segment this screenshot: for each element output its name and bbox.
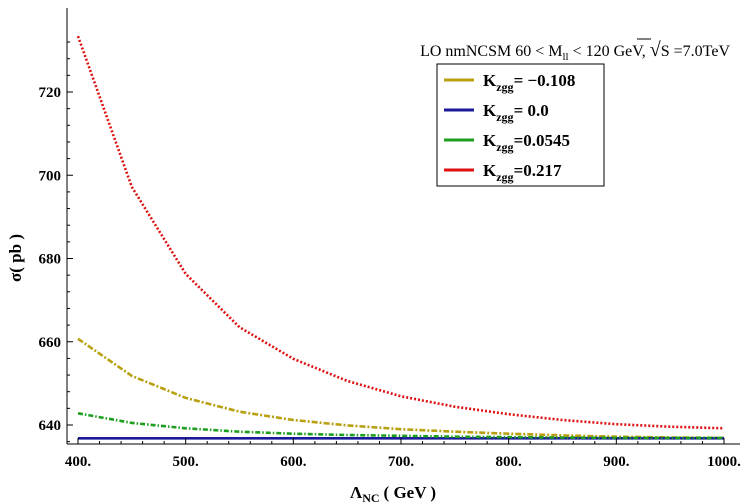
chart-annotation: LO nmNCSM 60 < Mll < 120 GeV, √S =7.0TeV	[420, 39, 730, 63]
y-tick-label: 660	[39, 335, 62, 351]
legend-label-base: K	[483, 131, 497, 150]
x-tick-label: 700.	[388, 454, 415, 470]
x-axis-title: ΛNC ( GeV )	[350, 483, 436, 504]
annotation-suffix: =7.0TeV	[670, 43, 731, 60]
legend-label-base: K	[483, 71, 497, 90]
legend-label-sub: zgg	[496, 80, 513, 94]
x-tick-label: 800.	[496, 454, 523, 470]
legend-label-0: Kzgg= −0.108	[483, 71, 575, 94]
legend-box	[436, 63, 605, 187]
y-axis-title: σ( pb )	[6, 234, 25, 282]
legend-label-sub: zgg	[496, 140, 513, 154]
ticks-layer: 400. 500. 600. 700. 800. 900. 1000. 640 660 680 70…	[39, 41, 741, 470]
x-tick-label: 400.	[65, 454, 92, 470]
annotation-prefix: LO nmNCSM 60 < M	[420, 43, 562, 60]
x-tick-label: 900.	[603, 454, 630, 470]
legend-label-base: K	[483, 101, 497, 120]
annotation-sub: ll	[562, 51, 568, 63]
annotation-radical: √	[650, 39, 661, 61]
legend-label-base: K	[483, 161, 497, 180]
legend-label-sub: zgg	[496, 110, 513, 124]
y-tick-label: 680	[39, 252, 62, 268]
legend-label-1: Kzgg= 0.0	[483, 101, 549, 124]
plot-frame	[66, 8, 740, 445]
x-axis-title-sub: NC	[362, 491, 379, 504]
legend-label-value: = 0.0	[514, 101, 549, 120]
y-tick-label: 700	[39, 168, 62, 184]
legend-label-2: Kzgg=0.0545	[483, 131, 570, 154]
legend-label-value: =0.217	[514, 161, 562, 180]
y-tick-label: 720	[39, 85, 62, 101]
legend-label-3: Kzgg=0.217	[483, 161, 562, 184]
x-tick-label: 1000.	[707, 454, 741, 470]
y-tick-label: 640	[39, 418, 62, 434]
x-axis-title-rest: ( GeV )	[384, 483, 437, 502]
legend-label-value: = −0.108	[514, 71, 576, 90]
x-tick-label: 600.	[280, 454, 307, 470]
series-line-2	[77, 412, 724, 440]
legend-label-value: =0.0545	[514, 131, 570, 150]
legend-label-sub: zgg	[496, 170, 513, 184]
annotation-mid: < 120 GeV,	[569, 43, 650, 60]
x-tick-label: 500.	[173, 454, 200, 470]
annotation-radicand: S	[661, 43, 670, 60]
x-axis-title-main: Λ	[350, 483, 363, 502]
